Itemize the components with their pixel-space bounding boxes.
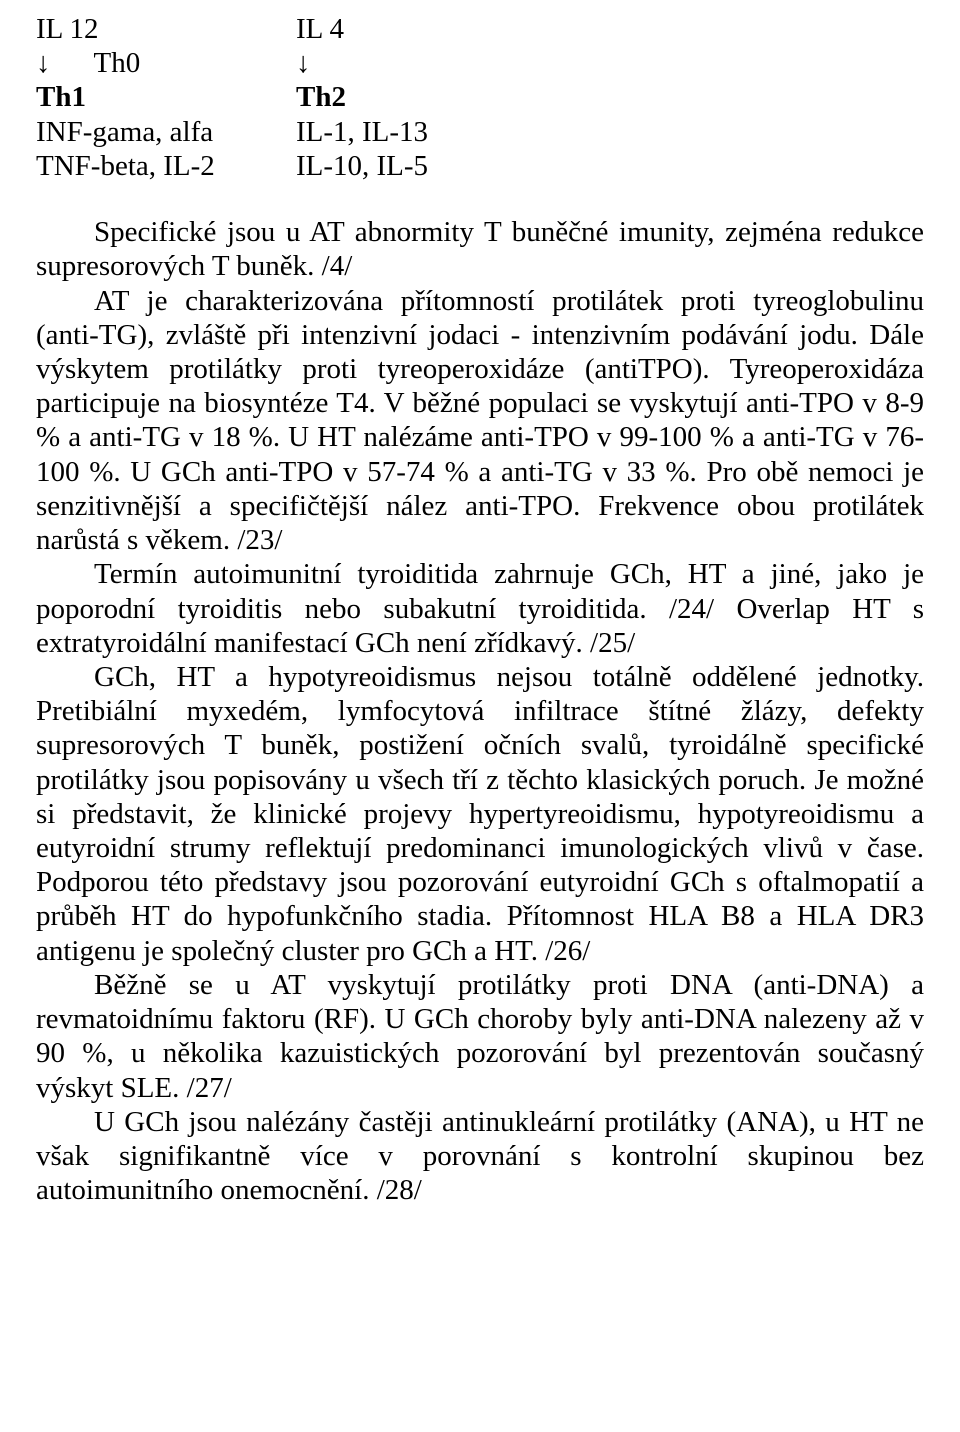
paragraph-4: GCh, HT a hypotyreoidismus nejsou totáln… <box>36 660 924 968</box>
cell-l1: IL 12 <box>36 12 296 46</box>
cell-l3: Th1 <box>36 80 296 114</box>
paragraph-5: Běžně se u AT vyskytují protilátky proti… <box>36 968 924 1105</box>
cell-r3: Th2 <box>296 80 428 114</box>
cytokine-col-left: IL 12 ↓ Th0 Th1 INF-gama, alfa TNF-beta,… <box>36 12 296 183</box>
cytokine-table: IL 12 ↓ Th0 Th1 INF-gama, alfa TNF-beta,… <box>36 12 924 183</box>
cell-l2: ↓ Th0 <box>36 46 296 80</box>
cell-r4: IL-1, IL-13 <box>296 115 428 149</box>
cell-r5: IL-10, IL-5 <box>296 149 428 183</box>
cell-r2: ↓ <box>296 46 428 80</box>
paragraph-3: Termín autoimunitní tyroiditida zahrnuje… <box>36 557 924 660</box>
cell-l5: TNF-beta, IL-2 <box>36 149 296 183</box>
spacer <box>36 187 924 215</box>
paragraph-2: AT je charakterizována přítomností proti… <box>36 284 924 558</box>
paragraph-6: U GCh jsou nalézány častěji antinukleárn… <box>36 1105 924 1208</box>
cell-l4: INF-gama, alfa <box>36 115 296 149</box>
paragraph-1: Specifické jsou u AT abnormity T buněčné… <box>36 215 924 283</box>
cytokine-col-right: IL 4 ↓ Th2 IL-1, IL-13 IL-10, IL-5 <box>296 12 428 183</box>
cell-r1: IL 4 <box>296 12 428 46</box>
